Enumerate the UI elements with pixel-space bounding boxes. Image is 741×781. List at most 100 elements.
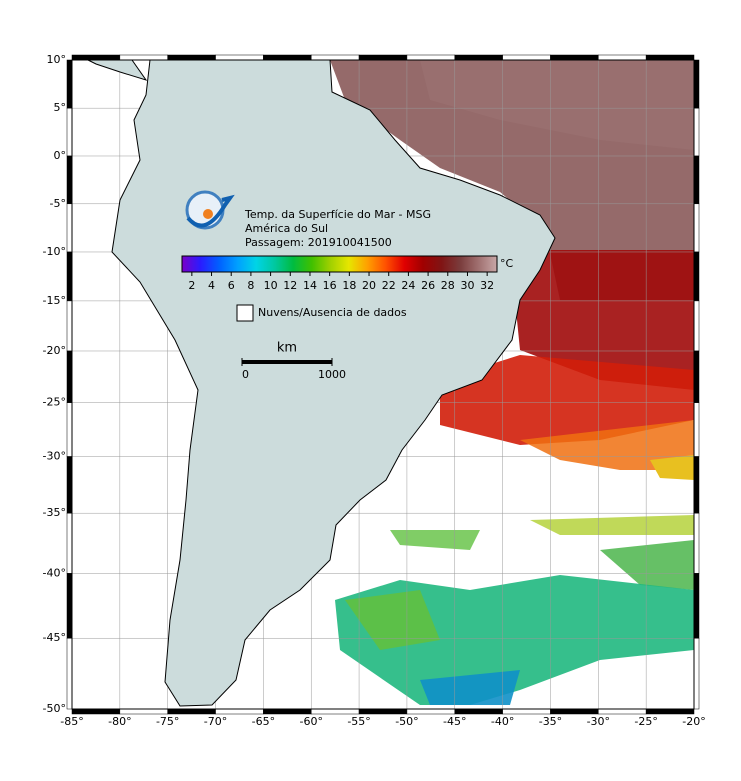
colorbar-tick-label: 6 [228,279,235,292]
frame-segment [66,402,73,457]
lon-tick-label: -70° [204,715,227,728]
legend-swatch [236,304,254,322]
frame-segment [66,155,73,205]
lat-tick-label: -40° [43,566,66,579]
lat-tick-label: -30° [43,450,66,463]
colorbar-unit: °C [500,257,514,270]
frame-segment [66,637,73,710]
colorbar: 2 4 6 8 10 12 14 16 18 20 22 24 26 28 30 32°C [181,255,514,292]
frame-segment [310,708,360,715]
lat-tick-label: -35° [43,506,66,519]
lon-tick-label: -50° [395,715,418,728]
logo [185,190,235,230]
frame-segment [502,708,551,715]
lon-tick-label: -75° [156,715,179,728]
lon-tick-label: -25° [634,715,657,728]
colorbar-tick-label: 26 [421,279,435,292]
scale-tick-label: 1000 [318,368,346,381]
frame-segment [645,54,695,61]
scale-unit: km [277,341,297,356]
frame-segment [358,54,408,61]
frame-segment [71,54,121,61]
frame-segment [550,54,599,61]
colorbar-tick-label: 18 [342,279,356,292]
colorbar-tick-label: 22 [382,279,396,292]
legend-label: Nuvens/Ausencia de dados [258,306,407,319]
frame [66,54,700,715]
frame-segment [66,456,73,514]
title-line: América do Sul [245,222,328,235]
lat-tick-label: -10° [43,245,66,258]
colorbar-tick-label: 4 [208,279,215,292]
frame-segment [66,512,73,574]
colorbar-tick-label: 2 [188,279,195,292]
frame-segment [310,54,360,61]
lon-tick-label: -65° [252,715,275,728]
frame-segment [693,155,700,205]
frame-segment [66,300,73,352]
lon-tick-label: -45° [443,715,466,728]
frame-segment [693,203,700,253]
colorbar-tick-label: 20 [362,279,376,292]
frame-segment [693,350,700,403]
frame-segment [454,54,503,61]
lat-tick-label: -15° [43,294,66,307]
frame-segment [693,59,700,109]
colorbar-tick-label: 16 [323,279,337,292]
lat-tick-label: 5° [54,101,67,114]
lat-tick-label: -50° [43,702,66,715]
sst-data [330,60,694,705]
frame-segment [66,107,73,157]
frame-segment [693,300,700,352]
title-line: Passagem: 201910041500 [245,236,392,249]
scale-bar-body [242,360,332,364]
frame-segment [263,54,312,61]
frame-segment [406,708,456,715]
frame-border [71,59,695,710]
frame-segment [598,708,647,715]
lon-tick-label: -60° [299,715,322,728]
colorbar-tick-label: 8 [247,279,254,292]
lon-tick-label: -55° [347,715,370,728]
lon-tick-label: -80° [108,715,131,728]
frame-segment [693,251,700,302]
lat-tick-label: 0° [54,149,67,162]
lat-tick-label: -45° [43,631,66,644]
lon-tick-label: -20° [682,715,705,728]
frame-segment [215,54,264,61]
frame-segment [66,203,73,253]
scale-tick-label: 0 [242,368,249,381]
colorbar-ramp [181,255,498,273]
frame-segment [550,708,599,715]
frame-segment [263,708,312,715]
frame-segment [693,456,700,514]
frame-segment [215,708,264,715]
colorbar-tick-label: 32 [480,279,494,292]
colorbar-tick-label: 28 [441,279,455,292]
colorbar-tick-label: 24 [401,279,415,292]
colorbar-tick-label: 10 [264,279,278,292]
frame-segment [454,708,503,715]
frame-segment [645,708,695,715]
title-line: Temp. da Superfície do Mar - MSG [244,208,431,221]
frame-segment [66,350,73,403]
frame-segment [406,54,456,61]
frame-segment [119,54,168,61]
lat-tick-label: 10° [47,53,67,66]
frame-segment [693,512,700,574]
frame-segment [66,59,73,109]
colorbar-tick-label: 30 [460,279,474,292]
lon-tick-label: -40° [491,715,514,728]
frame-segment [693,402,700,457]
lon-tick-label: -35° [539,715,562,728]
lat-tick-label: -25° [43,396,66,409]
frame-segment [502,54,551,61]
frame-segment [167,54,216,61]
lon-tick-label: -30° [587,715,610,728]
frame-segment [693,637,700,710]
frame-segment [358,708,408,715]
frame-segment [598,54,647,61]
frame-segment [119,708,168,715]
scale-bar: 0 1000 km [241,341,346,381]
